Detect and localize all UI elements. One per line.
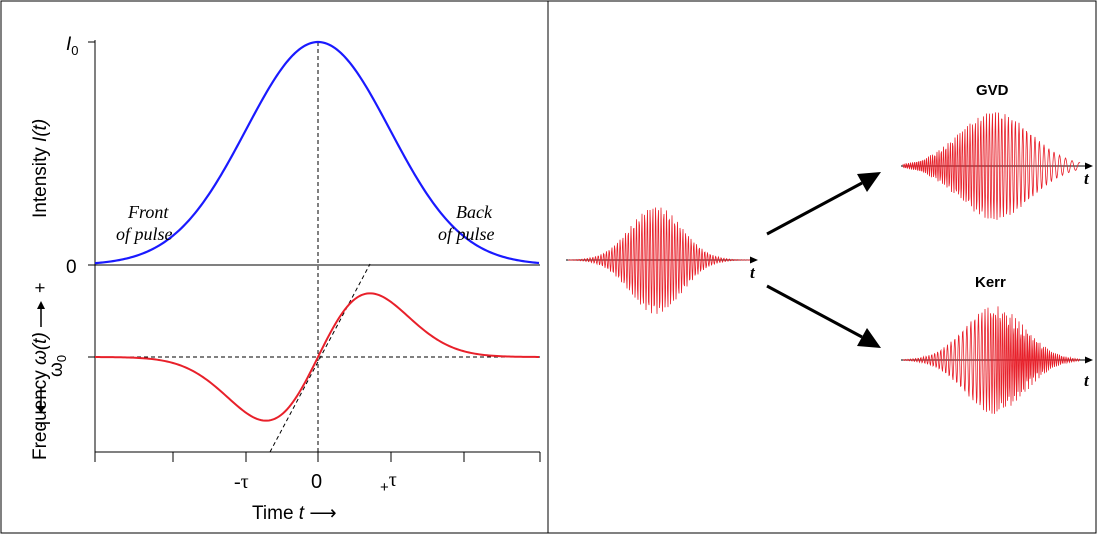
arrow-to-gvd (766, 172, 881, 236)
input-pulse-wave (567, 207, 751, 314)
tick-zero: 0 (311, 471, 322, 493)
kerr-pulse-t-label: t (1084, 371, 1090, 390)
frequency-plus-label: + (30, 282, 50, 293)
arrow-to-kerr (766, 284, 881, 348)
frequency-up-arrow (37, 301, 45, 327)
omega0-label: ω0 (46, 355, 69, 377)
input-pulse-axis-arrowhead (750, 256, 758, 264)
intensity-zero-label: 0 (66, 257, 77, 278)
intensity-axis-title: Intensity I(t) (30, 119, 51, 218)
front-label-line1: Front (127, 202, 169, 222)
kerr-pulse-axis-arrowhead (1085, 356, 1093, 364)
back-label-line1: Back (456, 202, 493, 222)
gvd-title: GVD (976, 82, 1009, 99)
input-pulse: t (566, 207, 758, 314)
time-axis-ticks (94, 452, 541, 462)
front-label-line2: of pulse (116, 224, 173, 244)
back-label-line2: of pulse (438, 224, 495, 244)
gvd-pulse-t-label: t (1084, 169, 1090, 188)
kerr-pulse: Kerr t (901, 274, 1093, 414)
intensity-i0-label: I0 (66, 34, 79, 58)
chirp-tangent-line (269, 263, 371, 453)
gvd-pulse-wave (902, 112, 1081, 220)
intensity-curve (94, 40, 540, 265)
tick-plus-tau: +τ (380, 469, 397, 496)
input-pulse-t-label: t (750, 263, 756, 282)
frequency-minus-label: - (30, 422, 50, 428)
tick-minus-tau: -τ (234, 471, 249, 493)
time-axis-title: Time t ⟶ (252, 503, 337, 524)
gvd-pulse-axis-arrowhead (1085, 162, 1093, 170)
frequency-down-arrow (37, 388, 45, 414)
left-panel: I0 0 Intensity I(t) Front of pulse Back … (30, 34, 541, 524)
gvd-pulse: GVD t (901, 82, 1093, 220)
right-panel: t GVD t Kerr t (566, 82, 1093, 414)
kerr-pulse-wave (902, 306, 1081, 414)
kerr-title: Kerr (975, 274, 1006, 291)
frequency-curve (95, 292, 540, 422)
frequency-axis-title: Frequency ω(t) (30, 332, 51, 460)
